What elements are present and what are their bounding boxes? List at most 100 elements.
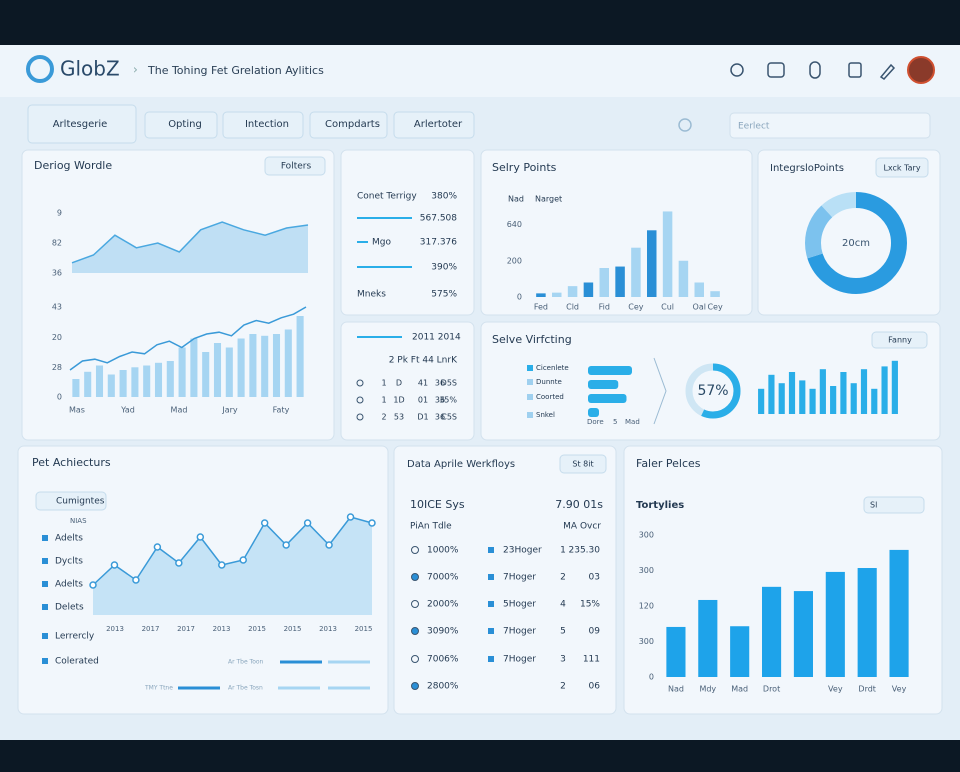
bar: [698, 599, 718, 677]
cell: 1000%: [427, 546, 459, 556]
bar: [631, 247, 641, 297]
icon-search[interactable]: [730, 63, 744, 77]
row-value: 317.376: [420, 238, 457, 248]
tab[interactable]: [393, 111, 475, 139]
cell: 09: [589, 627, 601, 637]
bar: [871, 388, 878, 414]
row-radio[interactable]: [411, 573, 419, 581]
panel-title: Selve Virfcting: [492, 333, 572, 346]
filter-label[interactable]: Folters: [281, 162, 312, 172]
legend-swatch: [527, 379, 533, 385]
row-swatch: [488, 656, 494, 662]
cell: 111: [583, 655, 600, 665]
x-tick-label: 2015: [248, 625, 266, 633]
icon-doc[interactable]: [848, 62, 862, 78]
bar: [850, 383, 857, 414]
cell: 7Hoger: [503, 573, 536, 583]
tab-label[interactable]: Compdarts: [325, 119, 380, 130]
cell: D1: [417, 413, 428, 422]
tab[interactable]: [27, 104, 137, 144]
point: [218, 561, 226, 569]
row-radio[interactable]: [411, 600, 419, 608]
cell: 235.30: [569, 546, 601, 556]
donut-segment: [805, 192, 907, 294]
filter-label[interactable]: St 8it: [572, 460, 593, 469]
search-icon[interactable]: [678, 118, 692, 132]
y-tick-label: 36: [52, 269, 62, 278]
cell: 5: [560, 627, 566, 637]
donut-center: 20cm: [842, 238, 870, 249]
legend-label: Cicenlete: [536, 364, 569, 372]
bar: [567, 286, 578, 297]
cell: 1D: [393, 396, 404, 405]
x-tick-label: Cey: [707, 303, 723, 312]
legend-swatch: [527, 365, 533, 371]
area-fill: [72, 222, 308, 273]
bar: [107, 374, 115, 397]
cell: D5S: [441, 379, 457, 388]
logo-text: GlobZ: [60, 57, 120, 81]
cell: 2: [560, 682, 566, 692]
bar: [72, 379, 80, 397]
y-tick-label: 82: [52, 239, 62, 248]
button-label[interactable]: Lxck Tary: [883, 164, 920, 173]
x-tick-label: Cey: [628, 303, 644, 312]
bar: [891, 360, 898, 414]
legend-swatch: [42, 658, 48, 664]
bar: [615, 266, 625, 297]
bar: [762, 586, 782, 677]
table-head: PiAn Tdle: [410, 522, 452, 532]
point: [89, 581, 97, 589]
tab-label[interactable]: Arlertoter: [414, 119, 463, 130]
hbar: [588, 394, 627, 403]
cell: 7Hoger: [503, 627, 536, 637]
filter-label[interactable]: Fanny: [888, 336, 912, 345]
button-label[interactable]: Cumigntes: [56, 497, 105, 507]
filter[interactable]: [264, 156, 326, 176]
x-tick-label: Mas: [69, 406, 85, 415]
row-radio[interactable]: [411, 627, 419, 635]
row-radio[interactable]: [411, 682, 419, 690]
icon-edit[interactable]: [879, 63, 896, 80]
tab-label[interactable]: Arltesgerie: [53, 119, 108, 130]
legend-label: Lerrercly: [55, 632, 95, 642]
bar: [213, 343, 222, 397]
bar: [599, 268, 609, 297]
tab-label[interactable]: Intection: [245, 119, 289, 130]
filter[interactable]: [863, 496, 925, 514]
row-radio[interactable]: [411, 655, 419, 663]
bar: [793, 591, 813, 677]
cell: 1: [560, 546, 566, 556]
icon-grid[interactable]: [767, 62, 785, 78]
tab-label[interactable]: Opting: [168, 119, 202, 130]
x-tick-label: Vey: [828, 685, 843, 694]
filter-label[interactable]: Sl: [870, 501, 877, 510]
row-swatch: [488, 601, 494, 607]
legend-label: Colerated: [55, 657, 99, 667]
bar: [662, 211, 673, 297]
x-tick-label: Fed: [534, 303, 548, 312]
icon-mouse[interactable]: [809, 61, 821, 79]
y-tick-label: 0: [649, 673, 654, 682]
bar: [678, 260, 689, 297]
app-title: The Tohing Fet Grelation Aylitics: [147, 64, 324, 77]
button[interactable]: [35, 491, 107, 511]
bar: [296, 316, 304, 397]
bar: [860, 369, 868, 414]
bar: [143, 365, 151, 397]
row-radio[interactable]: [411, 546, 419, 554]
search-box[interactable]: [729, 112, 931, 139]
filter[interactable]: [871, 331, 928, 349]
row-value: 567.508: [420, 214, 457, 224]
filter[interactable]: [559, 454, 607, 474]
button[interactable]: [875, 157, 929, 178]
cell: 36: [435, 379, 445, 388]
cell: 41: [418, 379, 428, 388]
tab[interactable]: [222, 111, 304, 139]
tab[interactable]: [309, 111, 388, 139]
avatar[interactable]: [907, 56, 935, 84]
x-tick-label: Nad: [668, 685, 684, 694]
point: [346, 513, 355, 521]
tab[interactable]: [144, 111, 218, 139]
cell: 2800%: [427, 682, 459, 692]
